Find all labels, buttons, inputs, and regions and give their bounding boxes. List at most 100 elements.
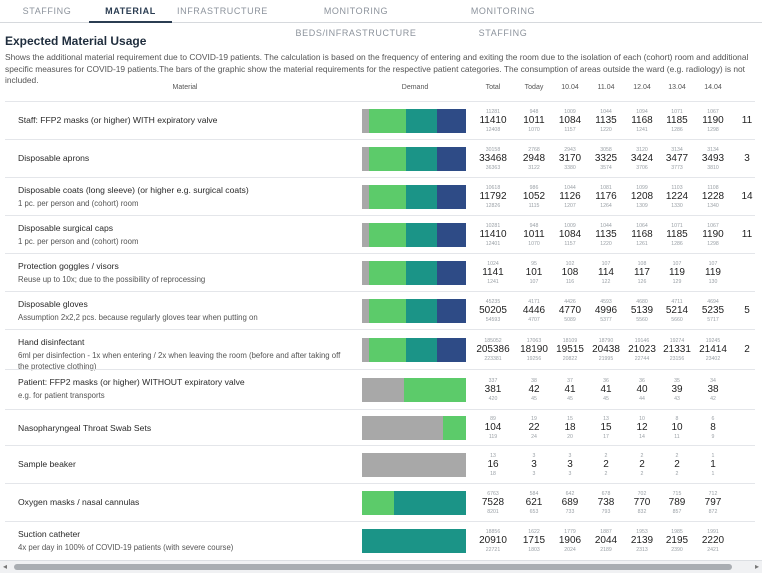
expected-value: 5139 <box>630 305 654 316</box>
material-note: 4x per day in 100% of COVID-19 patients … <box>18 543 234 552</box>
expected-value: 12 <box>636 422 648 433</box>
tab-infrastructure[interactable]: INFRASTRUCTURE <box>177 6 268 16</box>
upper-bound-value: 54593 <box>485 317 501 323</box>
date-cell: 1103 1224 1330 <box>660 178 694 216</box>
expected-value: 2948 <box>522 153 546 164</box>
expected-value: 11410 <box>479 115 507 126</box>
expected-value: 1228 <box>701 191 725 202</box>
demand-bar-segment <box>362 338 370 362</box>
expected-value: 1141 <box>482 267 504 278</box>
tab-monitoring-beds-infrastructure[interactable]: MONITORING BEDS/INFRASTRUCTURE <box>295 6 417 38</box>
demand-bar-segment <box>405 338 437 362</box>
upper-bound-value: 22744 <box>634 356 650 362</box>
date-cell: 4680 5139 5560 <box>625 292 659 330</box>
lower-bound-value: 4680 <box>636 299 648 305</box>
upper-bound-value: 5660 <box>671 317 683 323</box>
lower-bound-value: 1081 <box>600 185 612 191</box>
expected-value: 2 <box>674 459 680 470</box>
scroll-right-icon[interactable]: ▸ <box>754 562 759 571</box>
lower-bound-value: 10281 <box>485 223 501 229</box>
tab-material[interactable]: MATERIAL <box>89 0 172 23</box>
date-cell: 107 119 130 <box>696 254 730 292</box>
upper-bound-value: 20822 <box>562 356 578 362</box>
expected-value: 18 <box>564 422 576 433</box>
expected-value: 21331 <box>663 344 691 355</box>
upper-bound-value: 12826 <box>485 203 501 209</box>
expected-value: 3325 <box>594 153 618 164</box>
demand-bar-segment <box>405 109 437 133</box>
upper-bound-value: 5717 <box>707 317 719 323</box>
lower-bound-value: 1985 <box>671 529 683 535</box>
date-cell: 1953 2139 2313 <box>625 522 659 560</box>
date-cell: 11 <box>730 216 762 254</box>
lower-bound-value: 107 <box>601 261 611 267</box>
date-cell: 13 15 17 <box>589 410 623 446</box>
table-row: Hand disinfectant 6ml per disinfection - … <box>5 329 755 371</box>
table-row: Staff: FFP2 masks (or higher) WITH expir… <box>5 101 755 139</box>
date-cell: 1094 1168 1241 <box>625 102 659 140</box>
table-row: Oxygen masks / nasal cannulas 6763 7528 820… <box>5 483 755 521</box>
expected-value: 33468 <box>479 153 507 164</box>
expected-value: 10 <box>671 422 683 433</box>
demand-bar <box>362 491 466 515</box>
date-cell: 3134 3477 3773 <box>660 140 694 178</box>
lower-bound-value: 6763 <box>487 491 499 497</box>
upper-bound-value: 1 <box>711 471 715 477</box>
upper-bound-value: 832 <box>637 509 647 515</box>
expected-value: 1190 <box>702 115 724 126</box>
material-name: Suction catheter <box>18 529 81 539</box>
upper-bound-value: 1340 <box>707 203 719 209</box>
tab-staffing[interactable]: STAFFING <box>22 6 72 16</box>
upper-bound-value: 12401 <box>485 241 501 247</box>
expected-value: 7528 <box>481 497 505 508</box>
upper-bound-value: 1070 <box>528 127 540 133</box>
date-cell: 678 738 793 <box>589 484 623 522</box>
col-total-header: Total <box>485 84 501 91</box>
today-cell: 948 1011 1070 <box>517 102 551 140</box>
date-cell: 1009 1084 1157 <box>553 216 587 254</box>
demand-bar <box>362 299 466 323</box>
demand-bar <box>362 223 466 247</box>
date-cell: 18790 20438 21995 <box>589 330 623 370</box>
demand-bar <box>362 453 466 477</box>
upper-bound-value: 1309 <box>636 203 648 209</box>
expected-value: 4770 <box>558 305 582 316</box>
date-cell: 11 <box>730 102 762 140</box>
expected-value: 3170 <box>558 153 582 164</box>
table-row: Protection goggles / visors Reuse up to 1… <box>5 253 755 291</box>
date-cell: 10 12 14 <box>625 410 659 446</box>
lower-bound-value: 10618 <box>485 185 501 191</box>
expected-value: 20438 <box>592 344 620 355</box>
date-cell: 19245 21414 23402 <box>696 330 730 370</box>
scrollbar-thumb[interactable] <box>14 564 732 570</box>
demand-bar-segment <box>405 223 437 247</box>
lower-bound-value: 3058 <box>600 147 612 153</box>
tab-monitoring-staffing[interactable]: MONITORING STAFFING <box>470 6 536 38</box>
upper-bound-value: 793 <box>601 509 611 515</box>
page-description: Shows the additional material requiremen… <box>5 52 749 85</box>
date-cell: 3 <box>730 140 762 178</box>
scroll-left-icon[interactable]: ◂ <box>3 562 8 571</box>
page-title: Expected Material Usage <box>5 34 147 48</box>
upper-bound-value: 12408 <box>485 127 501 133</box>
demand-bar-segment <box>362 109 370 133</box>
today-cell: 1622 1715 1803 <box>517 522 551 560</box>
table-row: Disposable coats (long sleeve) (or highe… <box>5 177 755 215</box>
expected-value: 41 <box>600 384 612 395</box>
expected-value: 15 <box>600 422 612 433</box>
lower-bound-value: 37 <box>567 378 573 384</box>
lower-bound-value: 1024 <box>487 261 499 267</box>
upper-bound-value: 8201 <box>487 509 499 515</box>
col-date-header: 14.04 <box>704 84 722 91</box>
date-cell: 15 18 20 <box>553 410 587 446</box>
date-cell: 1099 1208 1309 <box>625 178 659 216</box>
upper-bound-value: 3810 <box>707 165 719 171</box>
demand-bar-segment <box>394 491 466 515</box>
date-cell: 5 <box>730 292 762 330</box>
material-name: Disposable gloves <box>18 299 88 309</box>
lower-bound-value: 18856 <box>485 529 501 535</box>
material-note: e.g. for patient transports <box>18 391 105 400</box>
horizontal-scrollbar[interactable]: ◂ ▸ <box>0 560 762 573</box>
